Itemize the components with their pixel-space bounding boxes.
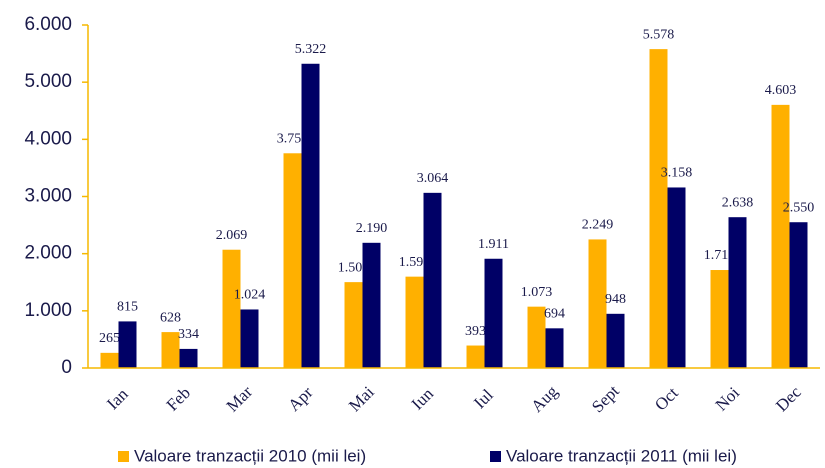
bar <box>466 345 485 368</box>
data-label: 1.024 <box>234 288 266 303</box>
bar <box>710 270 729 368</box>
bar <box>545 328 564 368</box>
bar <box>588 239 607 368</box>
bar <box>161 332 180 368</box>
bar <box>100 352 119 368</box>
data-label: 4.603 <box>765 83 797 98</box>
y-tick-label: 3.000 <box>24 186 72 207</box>
bar <box>179 348 198 368</box>
data-label: 265 <box>99 331 120 346</box>
legend-swatch <box>118 451 129 462</box>
legend-label: Valoare tranzacții 2010 (mii lei) <box>134 446 366 465</box>
x-tick-label: Apr <box>284 383 316 415</box>
x-tick-label: Iun <box>408 384 438 414</box>
data-label: 948 <box>605 292 626 307</box>
bar <box>789 222 808 368</box>
bar <box>118 321 137 368</box>
bar <box>771 104 790 369</box>
y-tick-label: 6.000 <box>24 14 72 35</box>
x-tick-label: Aug <box>527 381 561 415</box>
y-tick-label: 0 <box>61 357 72 378</box>
data-label: 694 <box>544 307 565 322</box>
bar <box>222 249 241 368</box>
legend-swatch <box>490 451 501 462</box>
y-tick-label: 4.000 <box>24 128 72 149</box>
bar <box>527 306 546 368</box>
data-label: 2.069 <box>216 228 248 243</box>
data-label: 2.249 <box>582 218 614 233</box>
data-label: 2.638 <box>722 195 754 210</box>
bar <box>606 313 625 368</box>
data-label: 3.158 <box>661 166 693 181</box>
data-label: 2.190 <box>356 221 388 236</box>
x-tick-label: Sept <box>588 381 623 416</box>
bar <box>728 217 747 368</box>
data-label: 3.756 <box>277 132 309 147</box>
data-label: 1.073 <box>521 285 553 300</box>
bar <box>283 153 302 368</box>
data-label: 2.550 <box>783 200 815 215</box>
data-label: 628 <box>160 310 181 325</box>
bar <box>649 49 668 369</box>
bar <box>423 192 442 368</box>
data-label: 393 <box>465 324 486 339</box>
data-label: 815 <box>117 300 138 315</box>
x-tick-label: Ian <box>103 384 132 413</box>
data-label: 5.578 <box>643 27 675 42</box>
legend-label: Valoare tranzacții 2011 (mii lei) <box>506 446 737 465</box>
data-label: 1.598 <box>399 255 431 270</box>
x-tick-label: Mai <box>345 382 378 415</box>
y-tick-label: 1.000 <box>24 300 72 321</box>
x-tick-label: Oct <box>651 383 682 414</box>
x-tick-label: Dec <box>772 382 805 415</box>
bar <box>344 282 363 368</box>
bar <box>240 309 259 368</box>
bar <box>301 63 320 368</box>
x-tick-label: Feb <box>163 383 194 414</box>
x-tick-label: Mar <box>223 382 257 416</box>
data-label: 5.322 <box>295 42 327 57</box>
bar <box>362 242 381 368</box>
data-label: 3.064 <box>417 171 449 186</box>
data-label: 1.714 <box>704 248 736 263</box>
y-tick-label: 2.000 <box>24 243 72 264</box>
bar <box>405 276 424 368</box>
data-label: 1.911 <box>478 237 509 252</box>
x-tick-label: Iul <box>470 385 497 412</box>
bar <box>484 258 503 368</box>
data-label: 1.502 <box>338 260 370 275</box>
x-tick-label: Noi <box>712 383 744 415</box>
bar <box>667 187 686 368</box>
y-tick-label: 5.000 <box>24 71 72 92</box>
data-label: 334 <box>178 327 199 342</box>
